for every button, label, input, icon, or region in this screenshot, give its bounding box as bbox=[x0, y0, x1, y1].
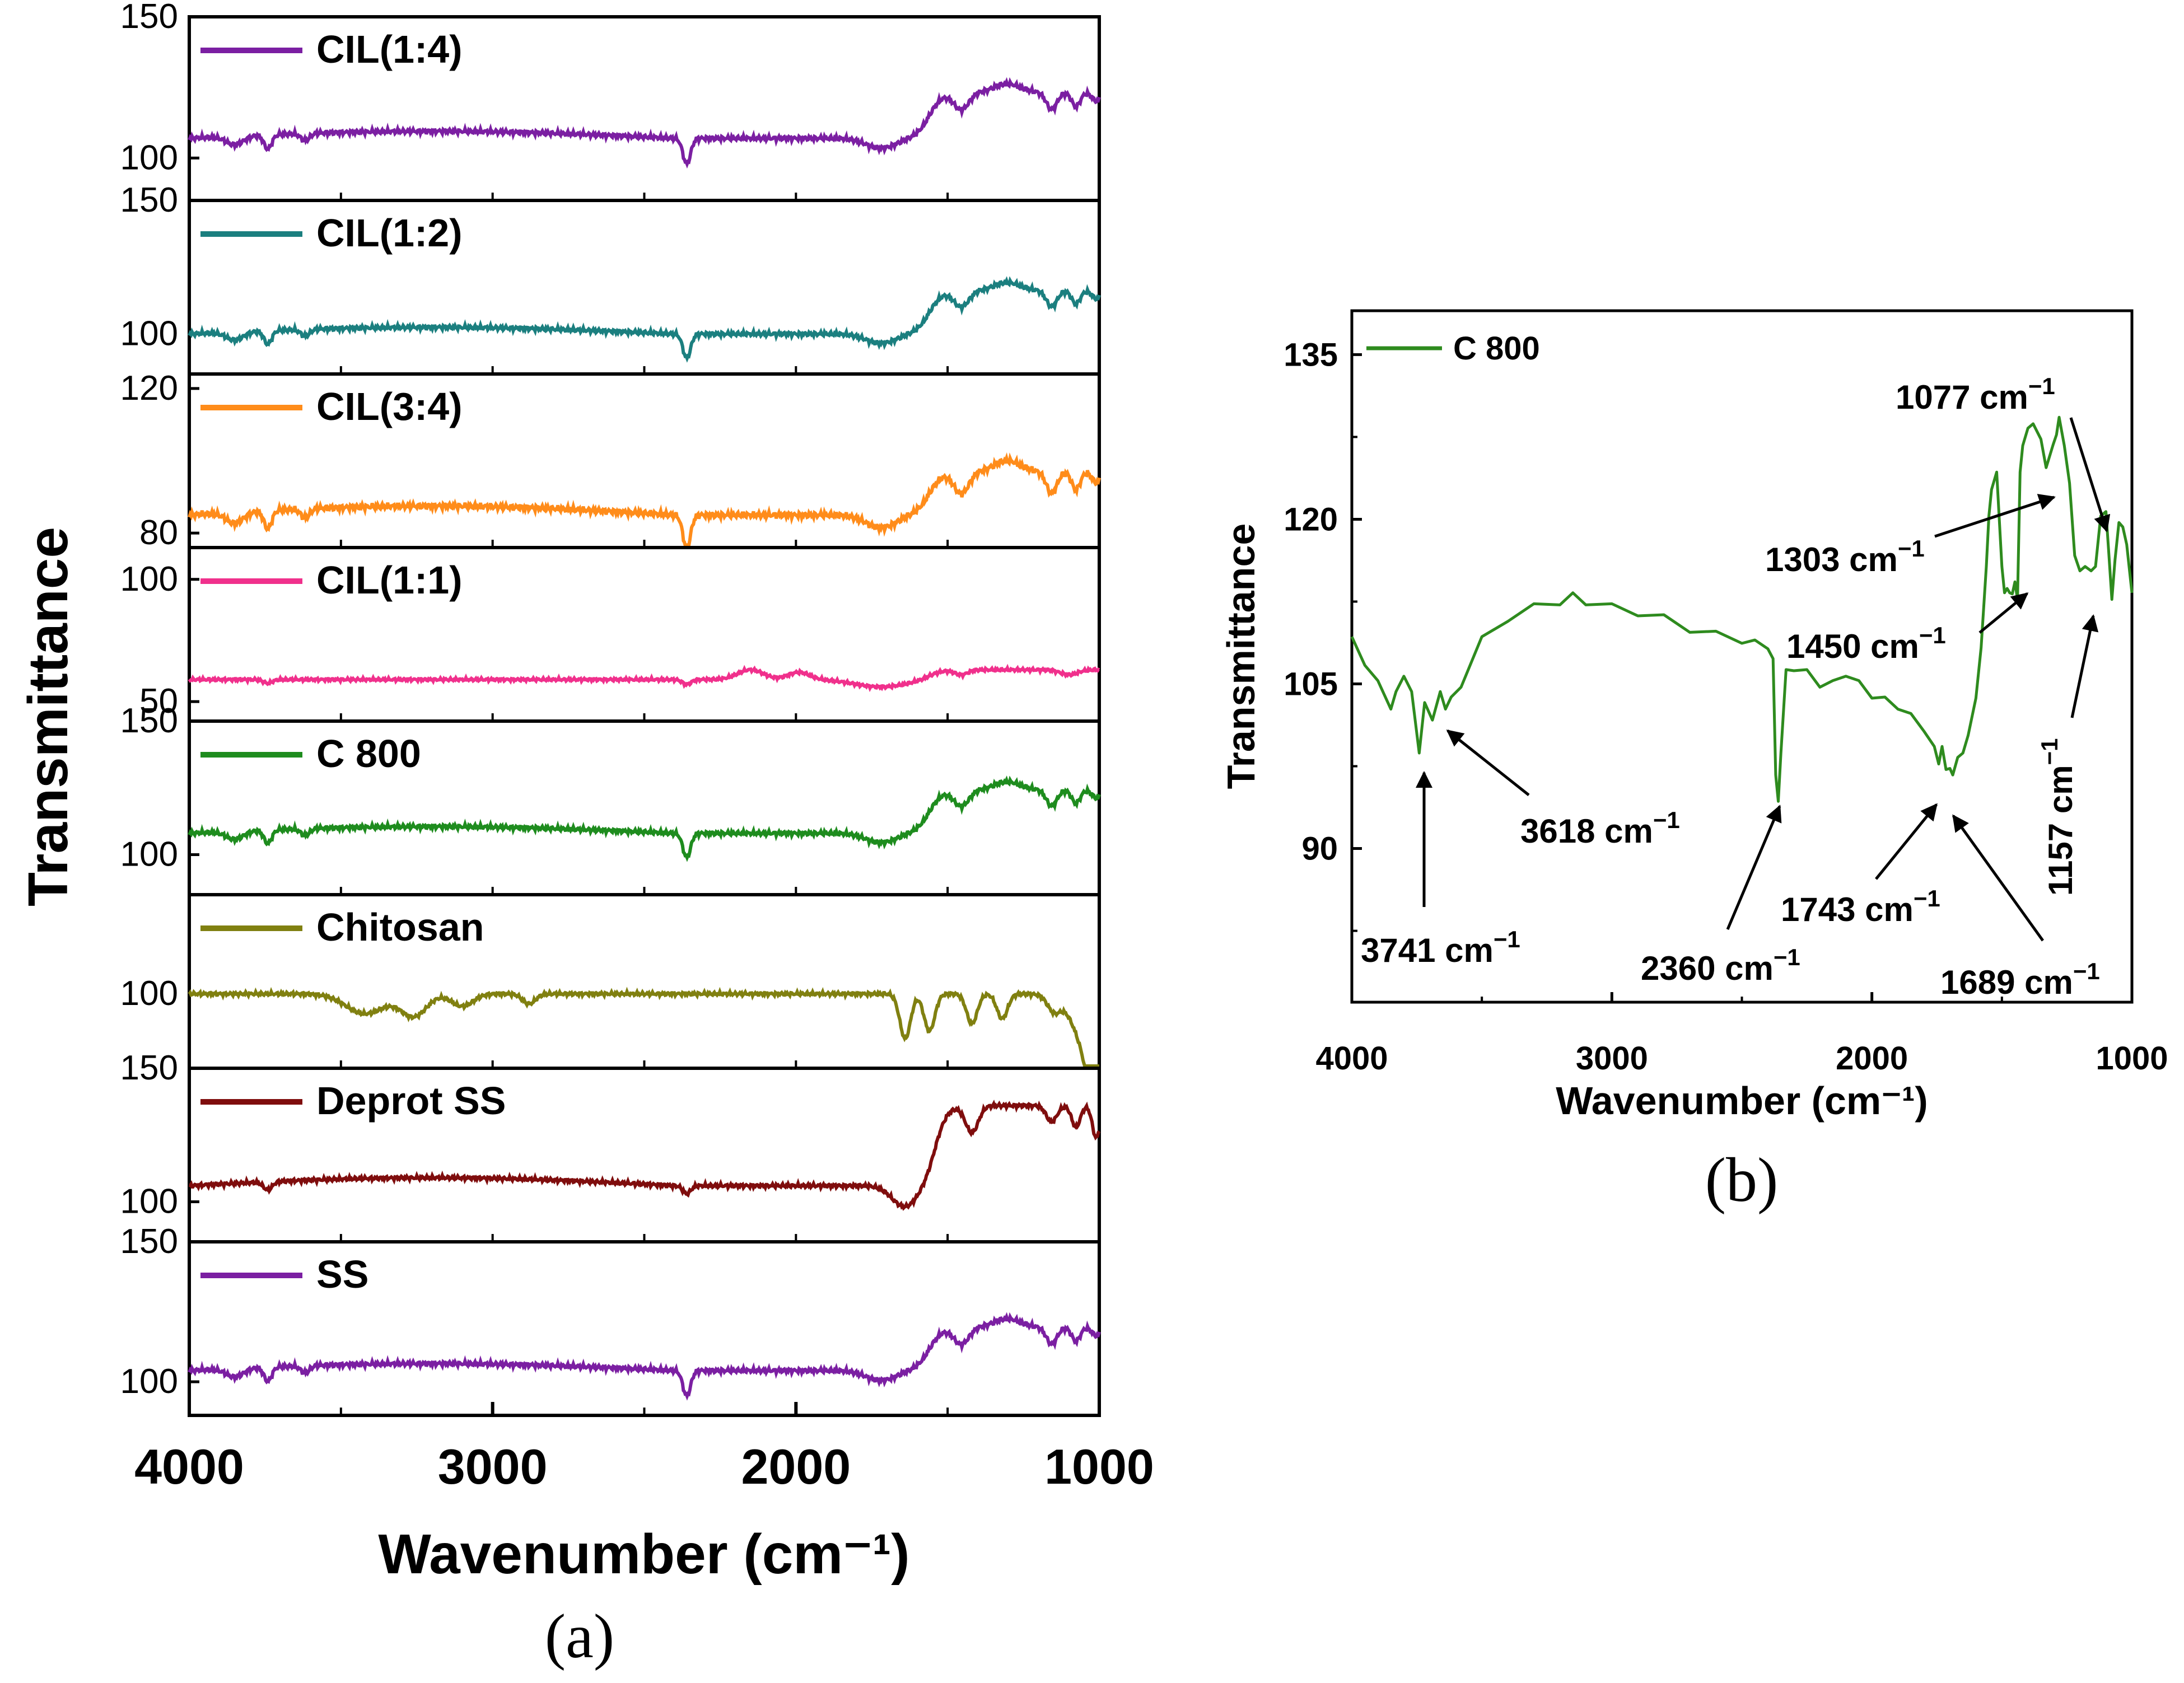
annotation-label: 1303 cm−1 bbox=[1765, 535, 1925, 578]
annotation-sup: −1 bbox=[1898, 535, 1925, 562]
series-line-4 bbox=[188, 775, 1101, 862]
subplot-6: 150 100 Deprot SS bbox=[120, 1049, 1101, 1243]
annotation-label: 1450 cm−1 bbox=[1786, 622, 1946, 665]
legend-label: Deprot SS bbox=[316, 1079, 506, 1123]
annotation-sup: −1 bbox=[1914, 885, 1940, 911]
y-tick-label: 100 bbox=[120, 835, 178, 873]
y-tick-label: 100 bbox=[120, 1182, 178, 1221]
y-tick-label: 100 bbox=[120, 314, 178, 353]
subplot-3: 100 50 CIL(1:1) bbox=[120, 546, 1101, 723]
x-axis-title: Wavenumber (cm⁻¹) bbox=[378, 1523, 909, 1586]
y-tick-label: 150 bbox=[120, 702, 178, 740]
subplot-4: 150 100 C 800 bbox=[120, 702, 1101, 896]
annotation-label: 3741 cm−1 bbox=[1361, 926, 1520, 969]
subplot-1: 150 100 CIL(1:2) bbox=[120, 181, 1101, 376]
y-tick-label: 100 bbox=[120, 138, 178, 177]
y-tick-label: 135 bbox=[1284, 336, 1338, 373]
x-axis-title: Wavenumber (cm⁻¹) bbox=[1556, 1079, 1928, 1123]
annotation-sup: −1 bbox=[2036, 738, 2062, 765]
annotation-arrow bbox=[1934, 494, 2056, 538]
series-line-5 bbox=[188, 987, 1099, 1068]
annotation-arrow bbox=[1978, 592, 2029, 634]
series-line-2 bbox=[188, 452, 1101, 548]
annotation-arrow bbox=[1726, 805, 1782, 930]
legend-label: Chitosan bbox=[316, 905, 484, 949]
annotation-text: 2360 cm bbox=[1641, 950, 1774, 987]
y-tick-label: 80 bbox=[139, 513, 178, 552]
x-tick-label: 2000 bbox=[1836, 1040, 1908, 1077]
annotation-text: 1450 cm bbox=[1786, 628, 1919, 665]
y-tick-label: 150 bbox=[120, 181, 178, 219]
annotation-sup: −1 bbox=[1494, 926, 1520, 952]
annotation-sup: −1 bbox=[1774, 944, 1800, 970]
y-axis-title: Transmittance bbox=[17, 527, 80, 906]
annotation-text: 1303 cm bbox=[1765, 541, 1898, 578]
subplot-5: 100 Chitosan bbox=[120, 893, 1101, 1070]
annotation-sup: −1 bbox=[1919, 622, 1946, 648]
x-tick-label: 4000 bbox=[1315, 1040, 1388, 1077]
annotation-label: 1157 cm−1 bbox=[2036, 738, 2079, 896]
series-line-0 bbox=[188, 77, 1101, 169]
y-tick-label: 105 bbox=[1284, 666, 1338, 703]
x-tick-label: 2000 bbox=[741, 1439, 851, 1494]
annotation-text: 1689 cm bbox=[1940, 964, 2073, 1001]
subplot-2: 120 80 CIL(3:4) bbox=[120, 369, 1101, 552]
x-tick-label: 1000 bbox=[2096, 1040, 2168, 1077]
annotation-sup: −1 bbox=[1653, 807, 1680, 833]
legend-label: C 800 bbox=[1453, 330, 1540, 367]
y-tick-label: 150 bbox=[120, 1222, 178, 1261]
y-tick-label: 100 bbox=[120, 974, 178, 1013]
c800-spectrum-line bbox=[1350, 415, 2134, 803]
legend-label: C 800 bbox=[316, 732, 421, 775]
annotation-text: 1157 cm bbox=[2042, 765, 2079, 896]
annotation-arrow bbox=[1875, 803, 1938, 880]
subplot-7: 150 100 SS bbox=[120, 1222, 1101, 1417]
y-tick-label: 150 bbox=[120, 0, 178, 36]
annotation-sup: −1 bbox=[2073, 958, 2100, 984]
y-tick-label: 50 bbox=[139, 682, 178, 721]
y-axis-title: Transmittance bbox=[1219, 523, 1263, 789]
legend-label: CIL(3:4) bbox=[316, 385, 463, 428]
annotation-label: 1077 cm−1 bbox=[1896, 373, 2055, 416]
panel-b-c800-spectrum: 135 120 105 90 4000 3000 2000 1000 Wavenumber (c… bbox=[1219, 309, 2168, 1215]
annotation-text: 3618 cm bbox=[1520, 812, 1653, 850]
annotation-text: 3741 cm bbox=[1361, 932, 1494, 969]
panel-label: (a) bbox=[545, 1602, 614, 1671]
annotation-arrow bbox=[1952, 814, 2045, 942]
series-line-6 bbox=[188, 1099, 1101, 1211]
y-tick-label: 120 bbox=[1284, 501, 1338, 537]
y-tick-label: 100 bbox=[120, 1362, 178, 1401]
y-tick-label: 150 bbox=[120, 1049, 178, 1087]
panel-a-stacked-spectra: 150100CIL(1:4)150100CIL(1:2)12080CIL(3:4… bbox=[17, 0, 1154, 1671]
annotation-label: 1743 cm−1 bbox=[1781, 885, 1940, 928]
y-tick-label: 120 bbox=[120, 369, 178, 408]
legend-label: SS bbox=[316, 1252, 368, 1296]
legend-label: CIL(1:4) bbox=[316, 27, 463, 71]
y-tick-label: 100 bbox=[120, 560, 178, 599]
y-tick-label: 90 bbox=[1301, 831, 1338, 867]
annotation-arrow bbox=[2070, 614, 2099, 718]
annotation-sup: −1 bbox=[2028, 373, 2055, 399]
series-line-3 bbox=[188, 663, 1100, 693]
annotation-label: 3618 cm−1 bbox=[1520, 807, 1680, 850]
series-line-1 bbox=[188, 276, 1101, 363]
annotation-text: 1743 cm bbox=[1781, 891, 1914, 928]
annotation-label: 1689 cm−1 bbox=[1940, 958, 2100, 1001]
annotation-arrow bbox=[1446, 730, 1530, 796]
legend-label: CIL(1:2) bbox=[316, 211, 463, 255]
x-tick-label: 1000 bbox=[1044, 1439, 1154, 1494]
x-tick-label: 3000 bbox=[1576, 1040, 1648, 1077]
x-tick-label: 4000 bbox=[134, 1439, 244, 1494]
annotation-text: 1077 cm bbox=[1896, 378, 2028, 416]
annotation-arrow bbox=[2069, 417, 2111, 532]
legend-label: CIL(1:1) bbox=[316, 558, 463, 602]
series-line-7 bbox=[188, 1312, 1101, 1401]
panel-label: (b) bbox=[1705, 1146, 1779, 1215]
x-tick-label: 3000 bbox=[438, 1439, 548, 1494]
subplot-0: 150 100 CIL(1:4) bbox=[120, 0, 1101, 202]
annotation-label: 2360 cm−1 bbox=[1641, 944, 1800, 987]
